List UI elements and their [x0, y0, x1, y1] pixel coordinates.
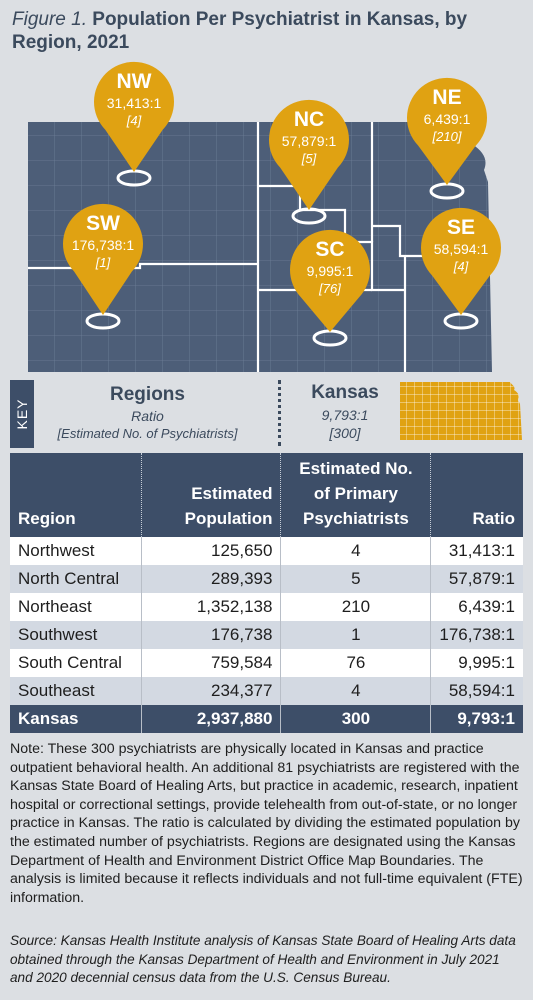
table-row: Southeast 234,377 4 58,594:1: [10, 677, 523, 705]
cell-ratio: 57,879:1: [430, 565, 523, 593]
cell-region: Northwest: [10, 537, 143, 565]
map-pin-sw: SW 176,738:1 [1]: [63, 203, 143, 330]
cell-ratio: 176,738:1: [430, 621, 523, 649]
pin-marker: [94, 61, 174, 172]
pin-psychiatrists: [76]: [318, 281, 341, 296]
pin-ratio: 9,995:1: [307, 263, 354, 279]
kansas-mini-map: [400, 382, 522, 440]
cell-psychiatrists: 210: [280, 593, 432, 621]
cell-ratio: 31,413:1: [430, 537, 523, 565]
pin-psychiatrists: [5]: [301, 151, 317, 166]
cell-region: Northeast: [10, 593, 143, 621]
pin-location-ring: [85, 312, 121, 330]
cell-psychiatrists: 4: [280, 537, 432, 565]
key-divider: [278, 380, 281, 446]
table-row: South Central 759,584 76 9,995:1: [10, 649, 523, 677]
key-tab-label: KEY: [14, 398, 30, 430]
pin-ratio: 176,738:1: [72, 237, 134, 253]
pin-ratio: 57,879:1: [282, 133, 337, 149]
cell-region: Southeast: [10, 677, 143, 705]
cell-psychiatrists: 4: [280, 677, 432, 705]
map-pin-sc: SC 9,995:1 [76]: [290, 229, 370, 347]
pin-ratio: 6,439:1: [424, 111, 471, 127]
key-kansas-ratio: 9,793:1: [321, 407, 369, 423]
cell-ratio: 9,995:1: [430, 649, 523, 677]
total-psychiatrists: 300: [280, 705, 432, 733]
cell-psychiatrists: 1: [280, 621, 432, 649]
cell-psychiatrists: 76: [280, 649, 432, 677]
cell-population: 759,584: [141, 649, 282, 677]
pin-location-ring: [429, 182, 465, 200]
header-region: Region: [10, 453, 143, 537]
header-ratio: Ratio: [430, 453, 523, 537]
cell-population: 1,352,138: [141, 593, 282, 621]
map-pin-se: SE 58,594:1 [4]: [421, 207, 501, 330]
key-regions-heading: Regions: [110, 384, 185, 405]
cell-population: 125,650: [141, 537, 282, 565]
cell-population: 289,393: [141, 565, 282, 593]
cell-region: Southwest: [10, 621, 143, 649]
map-pin-ne: NE 6,439:1 [210]: [407, 77, 488, 200]
pin-location-ring: [443, 312, 479, 330]
map-pin-nc: NC 57,879:1 [5]: [269, 99, 350, 225]
figure-title: Figure 1. Population Per Psychiatrist in…: [12, 8, 522, 54]
header-population: Estimated Population: [141, 453, 282, 537]
cell-psychiatrists: 5: [280, 565, 432, 593]
pin-location-ring: [116, 169, 152, 187]
pin-region-code: SW: [86, 212, 120, 235]
figure-label: Figure 1.: [12, 9, 87, 30]
total-ratio: 9,793:1: [430, 705, 523, 733]
table-total-row: Kansas 2,937,880 300 9,793:1: [10, 705, 523, 733]
footnote: Note: These 300 psychiatrists are physic…: [10, 741, 523, 906]
key-kansas-count: [300]: [329, 425, 361, 441]
pin-marker: [269, 99, 350, 210]
key-tab: KEY: [10, 380, 34, 448]
pin-psychiatrists: [4]: [453, 259, 469, 274]
pin-marker: [63, 203, 143, 315]
pin-psychiatrists: [1]: [95, 255, 111, 270]
cell-ratio: 58,594:1: [430, 677, 523, 705]
key-regions-ratio: Ratio: [131, 408, 164, 424]
cell-population: 234,377: [141, 677, 282, 705]
table-header-row: Region Estimated Population Estimated No…: [10, 453, 523, 537]
figure-title-text: Population Per Psychiatrist in Kansas, b…: [12, 9, 468, 53]
total-region: Kansas: [10, 705, 143, 733]
pin-psychiatrists: [210]: [432, 129, 462, 144]
key-kansas-heading: Kansas: [311, 382, 379, 403]
pin-psychiatrists: [4]: [126, 113, 142, 128]
kansas-region-map: NW 31,413:1 [4] NC 57,879:1 [5] NE 6,439:1 [210]…: [0, 60, 533, 380]
table-row: Northeast 1,352,138 210 6,439:1: [10, 593, 523, 621]
pin-region-code: NC: [294, 108, 324, 131]
table-row: North Central 289,393 5 57,879:1: [10, 565, 523, 593]
key-regions: Regions Ratio [Estimated No. of Psychiat…: [40, 384, 255, 441]
pin-location-ring: [312, 329, 348, 347]
pin-region-code: SE: [447, 216, 475, 239]
key-regions-estimate: [Estimated No. of Psychiatrists]: [57, 426, 238, 441]
pin-marker: [290, 229, 370, 332]
header-psychiatrists: Estimated No. of Primary Psychiatrists: [280, 453, 432, 537]
pin-marker: [407, 77, 488, 185]
pin-ratio: 58,594:1: [434, 241, 489, 257]
cell-population: 176,738: [141, 621, 282, 649]
pin-location-ring: [291, 207, 327, 225]
map-key: KEY Regions Ratio [Estimated No. of Psyc…: [0, 378, 533, 450]
cell-region: North Central: [10, 565, 143, 593]
cell-ratio: 6,439:1: [430, 593, 523, 621]
table-row: Northwest 125,650 4 31,413:1: [10, 537, 523, 565]
pin-region-code: NE: [432, 86, 461, 109]
key-kansas: Kansas 9,793:1 [300]: [290, 382, 400, 441]
pin-region-code: NW: [117, 70, 152, 93]
population-table: Region Estimated Population Estimated No…: [10, 453, 523, 733]
source-note: Source: Kansas Health Institute analysis…: [10, 933, 516, 986]
map-pin-nw: NW 31,413:1 [4]: [94, 61, 174, 187]
table-row: Southwest 176,738 1 176,738:1: [10, 621, 523, 649]
pin-region-code: SC: [315, 238, 344, 261]
total-population: 2,937,880: [141, 705, 282, 733]
pin-marker: [421, 207, 501, 315]
cell-region: South Central: [10, 649, 143, 677]
pin-ratio: 31,413:1: [107, 95, 162, 111]
